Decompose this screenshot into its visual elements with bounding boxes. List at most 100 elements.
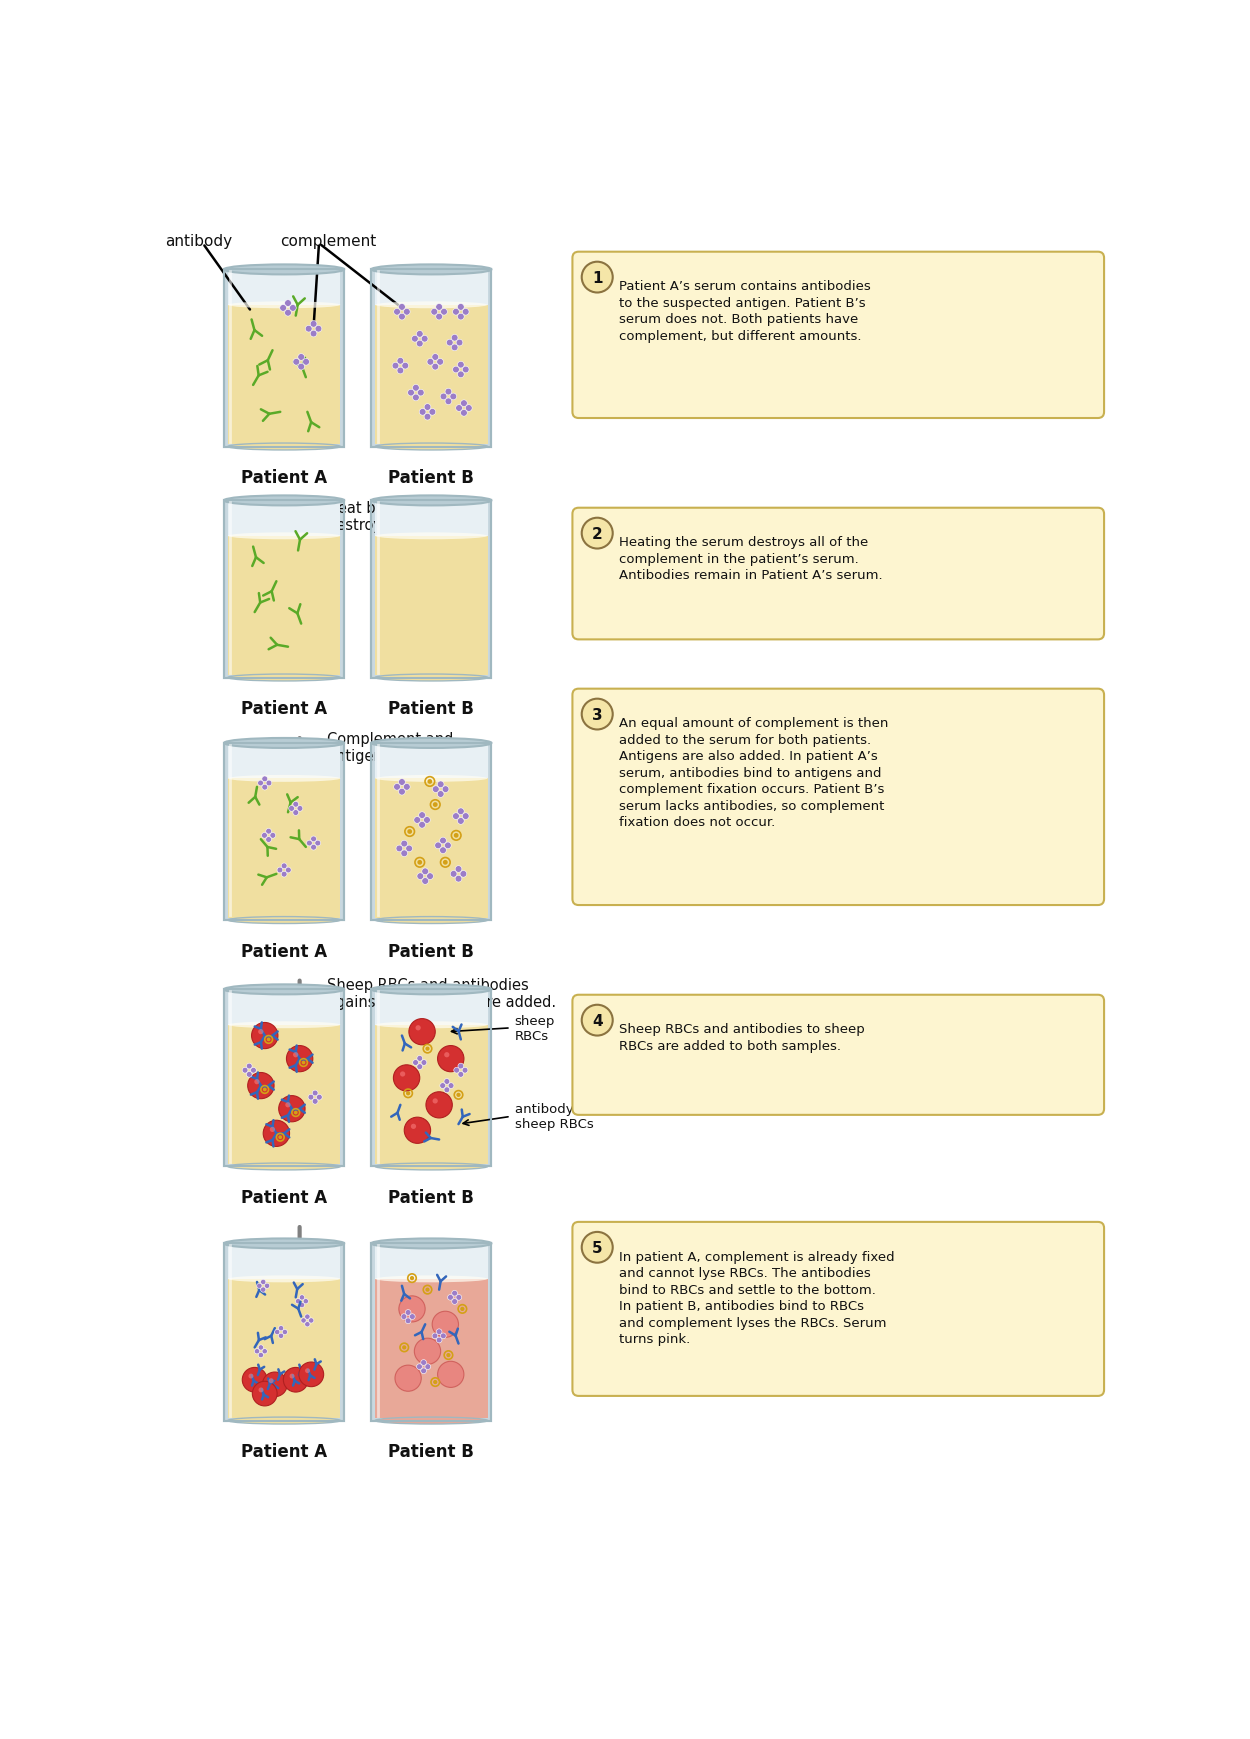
Circle shape bbox=[404, 1118, 430, 1144]
Circle shape bbox=[404, 310, 410, 316]
Circle shape bbox=[259, 1029, 264, 1035]
Circle shape bbox=[270, 1127, 275, 1132]
Circle shape bbox=[315, 327, 321, 332]
Circle shape bbox=[414, 817, 420, 824]
Circle shape bbox=[261, 833, 268, 838]
Circle shape bbox=[455, 876, 461, 882]
Text: Patient A: Patient A bbox=[241, 943, 328, 960]
Circle shape bbox=[440, 1334, 446, 1339]
Circle shape bbox=[460, 410, 468, 417]
Circle shape bbox=[456, 1296, 461, 1301]
Polygon shape bbox=[371, 744, 491, 920]
Circle shape bbox=[312, 1090, 318, 1096]
Circle shape bbox=[449, 1083, 454, 1089]
Circle shape bbox=[251, 1023, 278, 1049]
Ellipse shape bbox=[228, 1023, 340, 1029]
Circle shape bbox=[458, 315, 464, 320]
Circle shape bbox=[416, 332, 422, 337]
Circle shape bbox=[284, 1367, 309, 1393]
Circle shape bbox=[298, 807, 302, 812]
Circle shape bbox=[279, 1096, 305, 1122]
Circle shape bbox=[432, 803, 437, 807]
Circle shape bbox=[258, 781, 264, 786]
Circle shape bbox=[445, 842, 451, 849]
Text: Patient A’s serum contains antibodies
to the suspected antigen. Patient B’s
seru: Patient A’s serum contains antibodies to… bbox=[619, 280, 871, 343]
Ellipse shape bbox=[224, 266, 344, 275]
Ellipse shape bbox=[228, 776, 340, 783]
Text: Patient A: Patient A bbox=[241, 470, 328, 487]
Text: Patient B: Patient B bbox=[389, 470, 474, 487]
Polygon shape bbox=[375, 306, 488, 445]
Circle shape bbox=[305, 1322, 310, 1327]
Circle shape bbox=[406, 845, 412, 852]
Text: 3: 3 bbox=[592, 708, 602, 722]
Circle shape bbox=[308, 1094, 314, 1101]
Circle shape bbox=[254, 1080, 260, 1085]
Circle shape bbox=[266, 830, 271, 835]
Circle shape bbox=[462, 367, 469, 374]
Circle shape bbox=[279, 1136, 282, 1139]
Circle shape bbox=[301, 1061, 305, 1064]
Circle shape bbox=[299, 1296, 305, 1301]
Circle shape bbox=[440, 838, 446, 845]
Circle shape bbox=[246, 1064, 252, 1069]
Circle shape bbox=[261, 784, 268, 791]
Circle shape bbox=[428, 779, 432, 784]
Circle shape bbox=[285, 868, 291, 873]
FancyBboxPatch shape bbox=[572, 1223, 1104, 1396]
Circle shape bbox=[426, 1092, 452, 1118]
Circle shape bbox=[460, 871, 466, 878]
Circle shape bbox=[292, 802, 299, 807]
Text: Complement and
antigen are added.: Complement and antigen are added. bbox=[326, 730, 466, 763]
Circle shape bbox=[441, 310, 448, 316]
Circle shape bbox=[259, 1388, 264, 1393]
Circle shape bbox=[261, 777, 268, 783]
Circle shape bbox=[432, 786, 439, 793]
Ellipse shape bbox=[375, 1023, 488, 1029]
Ellipse shape bbox=[371, 984, 491, 995]
Circle shape bbox=[295, 1299, 301, 1304]
Circle shape bbox=[299, 1362, 324, 1388]
Circle shape bbox=[421, 1369, 426, 1374]
Circle shape bbox=[458, 817, 464, 824]
Polygon shape bbox=[375, 503, 488, 537]
Text: 4: 4 bbox=[592, 1014, 602, 1028]
Circle shape bbox=[454, 1068, 460, 1073]
Circle shape bbox=[581, 1005, 612, 1036]
Polygon shape bbox=[375, 1280, 488, 1419]
Circle shape bbox=[415, 1026, 421, 1031]
Circle shape bbox=[458, 372, 464, 379]
Circle shape bbox=[304, 1299, 309, 1304]
Ellipse shape bbox=[375, 675, 488, 682]
Circle shape bbox=[442, 786, 449, 793]
Circle shape bbox=[281, 871, 288, 878]
Circle shape bbox=[285, 310, 291, 316]
Ellipse shape bbox=[228, 916, 340, 923]
Circle shape bbox=[299, 1303, 305, 1308]
Text: Patient B: Patient B bbox=[389, 1188, 474, 1207]
Ellipse shape bbox=[224, 1238, 344, 1249]
Circle shape bbox=[421, 336, 428, 343]
Circle shape bbox=[281, 864, 288, 870]
Circle shape bbox=[411, 1123, 416, 1129]
Circle shape bbox=[286, 1045, 312, 1073]
Polygon shape bbox=[224, 744, 344, 920]
Circle shape bbox=[398, 369, 404, 374]
Circle shape bbox=[418, 390, 424, 396]
Polygon shape bbox=[228, 991, 340, 1026]
Ellipse shape bbox=[228, 303, 340, 310]
Circle shape bbox=[266, 781, 271, 786]
Ellipse shape bbox=[228, 534, 340, 541]
Ellipse shape bbox=[375, 443, 488, 450]
Circle shape bbox=[396, 845, 402, 852]
Circle shape bbox=[255, 1349, 260, 1355]
Circle shape bbox=[424, 817, 430, 824]
Ellipse shape bbox=[375, 534, 488, 541]
Text: antibody: antibody bbox=[165, 233, 232, 249]
Circle shape bbox=[401, 850, 408, 857]
Text: Heating the serum destroys all of the
complement in the patient’s serum.
Antibod: Heating the serum destroys all of the co… bbox=[619, 536, 882, 583]
FancyBboxPatch shape bbox=[572, 252, 1104, 419]
Text: antibody to
sheep RBCs: antibody to sheep RBCs bbox=[515, 1103, 594, 1130]
Text: 5: 5 bbox=[592, 1240, 602, 1256]
Circle shape bbox=[289, 807, 295, 812]
